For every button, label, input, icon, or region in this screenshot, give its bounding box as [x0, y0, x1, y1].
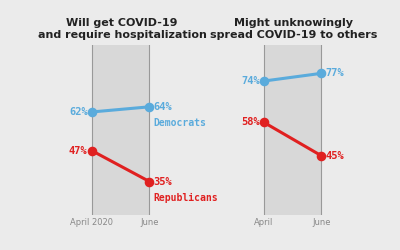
- Text: 62%: 62%: [69, 107, 88, 117]
- Title: Will get COVID-19
and require hospitalization: Will get COVID-19 and require hospitaliz…: [38, 18, 206, 40]
- Point: [260, 79, 267, 83]
- Bar: [92, 45, 149, 215]
- Point: [318, 71, 324, 75]
- Text: Democrats: Democrats: [154, 118, 206, 128]
- Point: [260, 120, 267, 124]
- Point: [88, 110, 95, 114]
- Point: [146, 180, 152, 184]
- Bar: [264, 45, 321, 215]
- Text: Republicans: Republicans: [154, 193, 218, 203]
- Point: [88, 148, 95, 152]
- Point: [146, 105, 152, 109]
- Title: Might unknowingly
spread COVID-19 to others: Might unknowingly spread COVID-19 to oth…: [210, 18, 378, 40]
- Text: 58%: 58%: [241, 117, 260, 127]
- Text: 77%: 77%: [326, 68, 344, 78]
- Point: [318, 154, 324, 158]
- Text: 64%: 64%: [154, 102, 172, 112]
- Text: 35%: 35%: [154, 176, 172, 186]
- Text: 47%: 47%: [69, 146, 88, 156]
- Text: 45%: 45%: [326, 151, 344, 161]
- Text: 74%: 74%: [241, 76, 260, 86]
